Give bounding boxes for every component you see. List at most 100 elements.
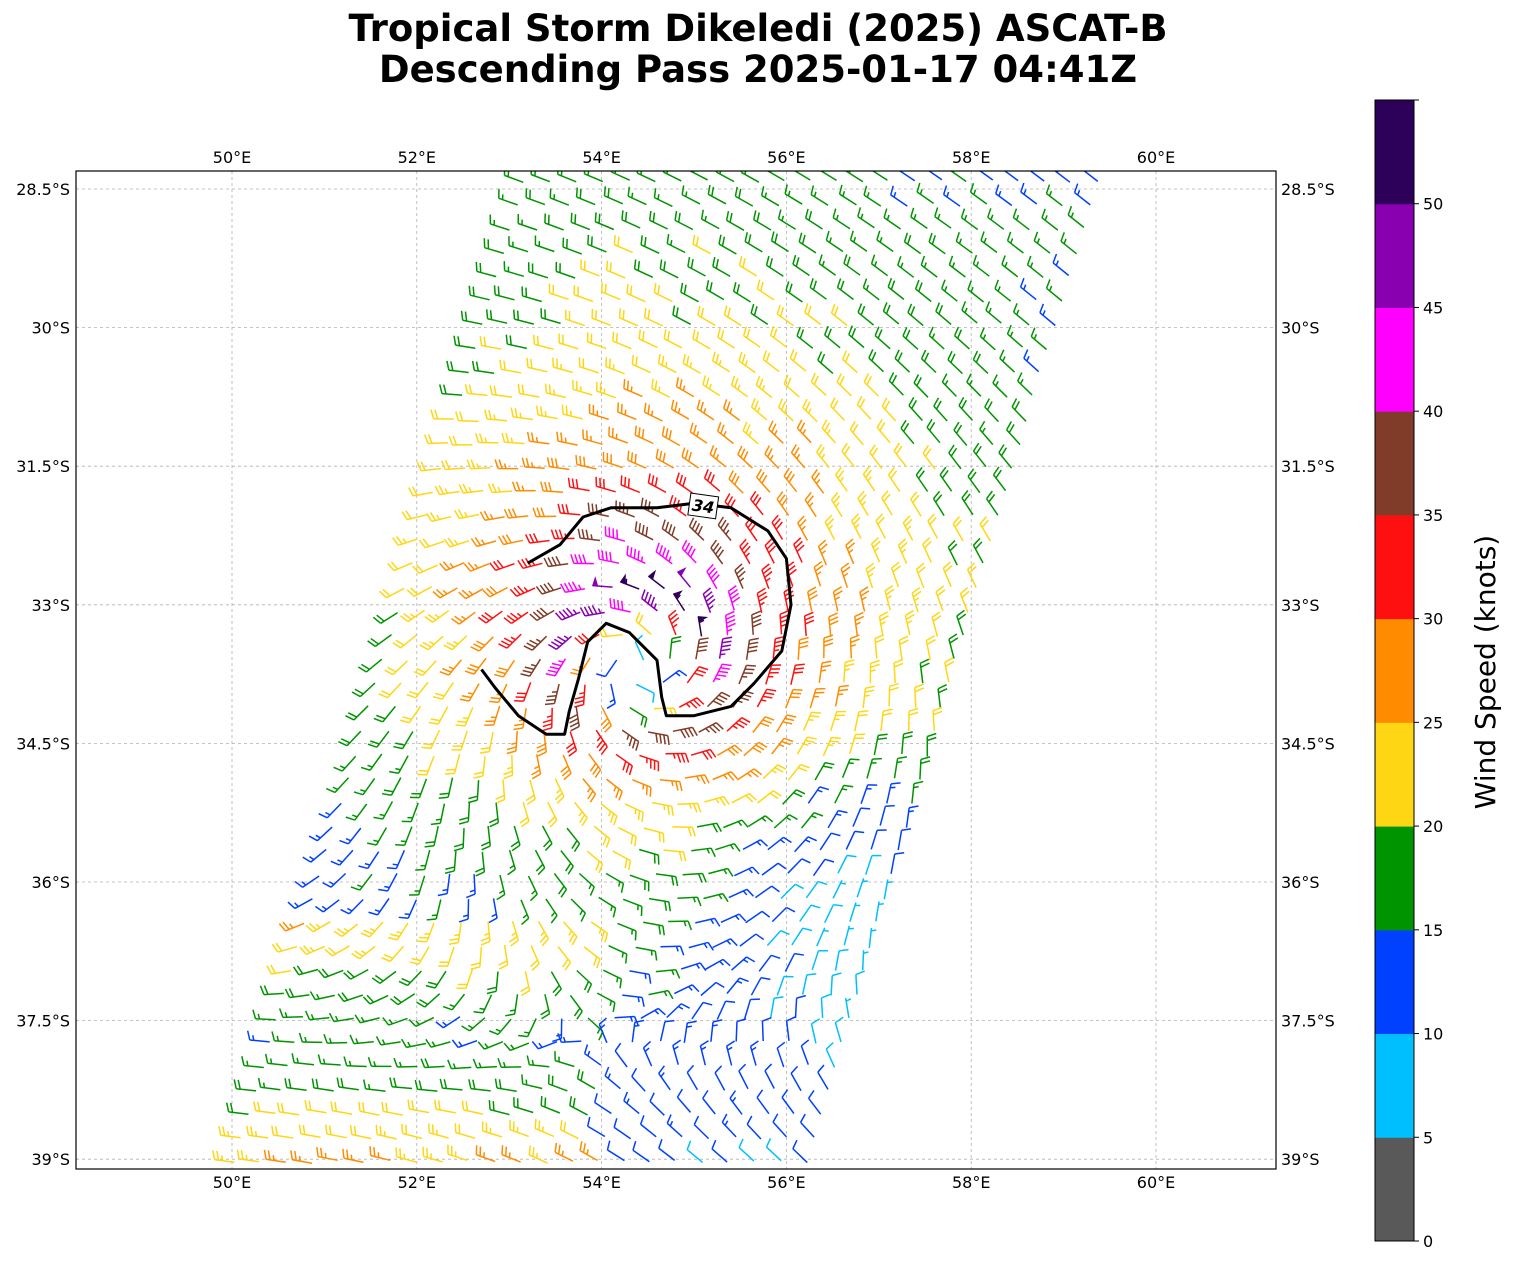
wind-barb bbox=[513, 1097, 534, 1114]
wind-barb bbox=[718, 636, 733, 659]
wind-barb bbox=[844, 998, 852, 1019]
wind-barb bbox=[1053, 171, 1071, 183]
wind-barb bbox=[603, 186, 624, 205]
wind-barb bbox=[292, 965, 319, 976]
wind-barb bbox=[715, 171, 735, 183]
wind-barb bbox=[933, 397, 948, 422]
wind-barb bbox=[781, 1089, 795, 1114]
wind-barb bbox=[455, 707, 474, 727]
wind-barb bbox=[818, 254, 837, 276]
wind-barb bbox=[547, 635, 573, 650]
wind-barb bbox=[855, 970, 865, 995]
wind-barb bbox=[648, 210, 669, 230]
contour-label: 34 bbox=[687, 492, 720, 520]
wind-barb bbox=[856, 878, 868, 898]
wind-barb bbox=[381, 1101, 404, 1116]
wind-barb bbox=[783, 374, 800, 398]
colorbar-bin bbox=[1375, 1137, 1414, 1242]
wind-barb bbox=[725, 210, 745, 231]
wind-barb bbox=[752, 716, 775, 733]
wind-barb bbox=[484, 705, 501, 726]
wind-barb bbox=[836, 278, 854, 301]
wind-barb bbox=[821, 419, 837, 444]
wind-barb bbox=[785, 281, 803, 303]
wind-barb bbox=[317, 968, 344, 979]
wind-barb bbox=[358, 851, 380, 870]
wind-barb bbox=[830, 492, 843, 518]
wind-barb bbox=[338, 730, 362, 747]
wind-barb bbox=[836, 373, 853, 397]
wind-barb bbox=[446, 360, 469, 374]
wind-barb bbox=[316, 1147, 338, 1162]
wind-barb bbox=[810, 185, 829, 206]
wind-barb bbox=[942, 561, 953, 587]
wind-barb bbox=[893, 658, 904, 683]
wind-barb bbox=[849, 420, 864, 446]
wind-barb bbox=[583, 1044, 602, 1066]
wind-barb bbox=[343, 968, 369, 980]
wind-barb bbox=[434, 1099, 456, 1114]
wind-barb bbox=[813, 560, 824, 587]
wind-barb bbox=[540, 994, 551, 1020]
wind-barb bbox=[472, 1058, 497, 1069]
wind-barb bbox=[406, 681, 429, 699]
wind-barb bbox=[762, 764, 787, 780]
wind-barb bbox=[777, 209, 796, 230]
wind-barb bbox=[474, 852, 486, 877]
wind-barb bbox=[967, 280, 985, 303]
wind-barb bbox=[902, 515, 914, 541]
wind-barb bbox=[424, 826, 439, 848]
wind-barb bbox=[887, 467, 901, 493]
wind-barb bbox=[769, 326, 788, 348]
wind-barb bbox=[598, 1017, 608, 1044]
wind-barb bbox=[623, 379, 643, 398]
wind-barb bbox=[503, 1042, 530, 1052]
wind-barb bbox=[1045, 279, 1063, 302]
wind-barb bbox=[498, 188, 518, 206]
wind-barb bbox=[278, 921, 305, 932]
wind-barb bbox=[451, 611, 476, 625]
wind-barb bbox=[435, 1016, 461, 1029]
wind-barb bbox=[233, 1079, 257, 1092]
wind-barb bbox=[683, 1020, 697, 1043]
wind-barb bbox=[440, 460, 466, 471]
wind-barb bbox=[980, 231, 998, 254]
wind-barb bbox=[757, 790, 782, 804]
wind-barb bbox=[437, 873, 451, 897]
wind-barb bbox=[992, 466, 1007, 492]
wind-barb bbox=[514, 682, 532, 702]
wind-barb bbox=[1060, 232, 1078, 255]
wind-barb bbox=[738, 256, 757, 277]
wind-barb bbox=[738, 1138, 755, 1162]
wind-barb bbox=[897, 538, 908, 564]
wind-barb bbox=[511, 481, 536, 492]
wind-barb bbox=[972, 254, 990, 277]
wind-barb bbox=[799, 1113, 815, 1138]
lat-tick-label-right: 30°S bbox=[1281, 319, 1320, 338]
wind-barb bbox=[817, 539, 828, 566]
wind-barb bbox=[513, 309, 534, 325]
wind-barb bbox=[640, 235, 660, 254]
wind-barb bbox=[1033, 231, 1051, 254]
wind-barb bbox=[703, 469, 721, 492]
chart-title-line2: Descending Pass 2025-01-17 04:41Z bbox=[378, 48, 1138, 91]
wind-barb bbox=[639, 1115, 657, 1138]
colorbar-bin bbox=[1375, 929, 1414, 1035]
wind-barb bbox=[579, 1141, 598, 1162]
wind-barb bbox=[672, 726, 698, 739]
wind-barb bbox=[479, 510, 505, 521]
wind-barb bbox=[1020, 182, 1038, 205]
wind-barb bbox=[810, 372, 827, 396]
lon-tick-label-top: 58°E bbox=[952, 148, 990, 167]
lat-tick-label-left: 34.5°S bbox=[16, 734, 70, 753]
wind-barb bbox=[409, 946, 430, 965]
wind-barb bbox=[670, 399, 690, 420]
wind-barb bbox=[979, 327, 996, 351]
wind-barb bbox=[817, 351, 834, 374]
wind-barb bbox=[750, 976, 771, 996]
wind-barb bbox=[675, 377, 695, 398]
wind-barb bbox=[354, 1014, 380, 1024]
wind-barb bbox=[559, 1120, 579, 1140]
wind-barb bbox=[470, 636, 494, 652]
colorbar-tick-label: 35 bbox=[1423, 506, 1443, 525]
